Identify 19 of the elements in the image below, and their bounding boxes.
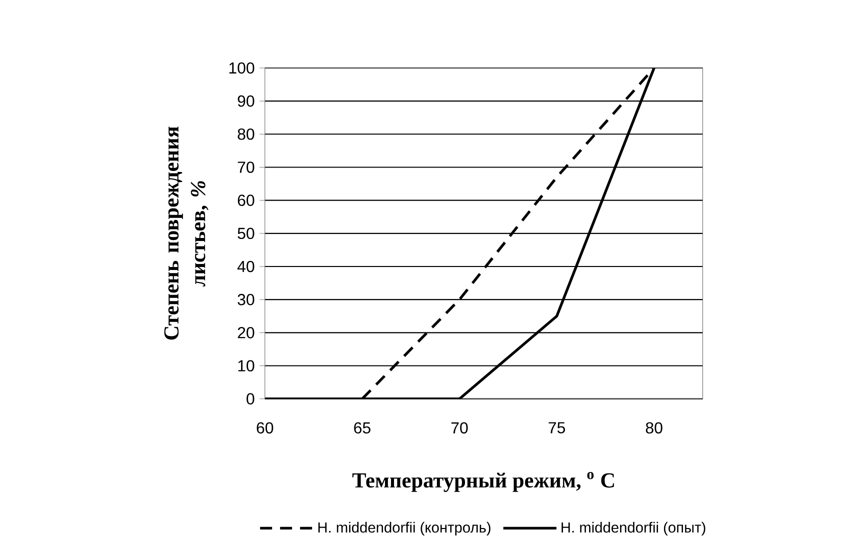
x-tick-label: 65 (354, 422, 370, 434)
y-tick-label: 70 (238, 162, 254, 173)
x-tick-label: 75 (548, 422, 565, 434)
y-tick-label: 40 (237, 260, 254, 272)
y-tick-label: 100 (229, 62, 254, 74)
legend-label: H. middendorfii (опыт) (562, 522, 706, 536)
y-tick-label: 50 (238, 228, 254, 240)
y-tick-label: 10 (238, 360, 254, 372)
x-tick-label: 70 (451, 422, 468, 434)
y-tick-label: 30 (238, 294, 254, 306)
y-tick-label: 20 (238, 327, 254, 338)
legend-label: H. middendorfii (контроль) (318, 522, 490, 536)
x-axis-title: Температурный режим, $^{o}$ С (352, 472, 614, 492)
x-tick-label: 60 (256, 422, 274, 434)
x-tick-label: 80 (646, 422, 662, 434)
y-tick-label: 60 (238, 194, 254, 206)
y-tick-label: 90 (238, 96, 254, 107)
y-tick-label: 0 (246, 393, 254, 405)
y-tick-label: 80 (238, 128, 254, 140)
